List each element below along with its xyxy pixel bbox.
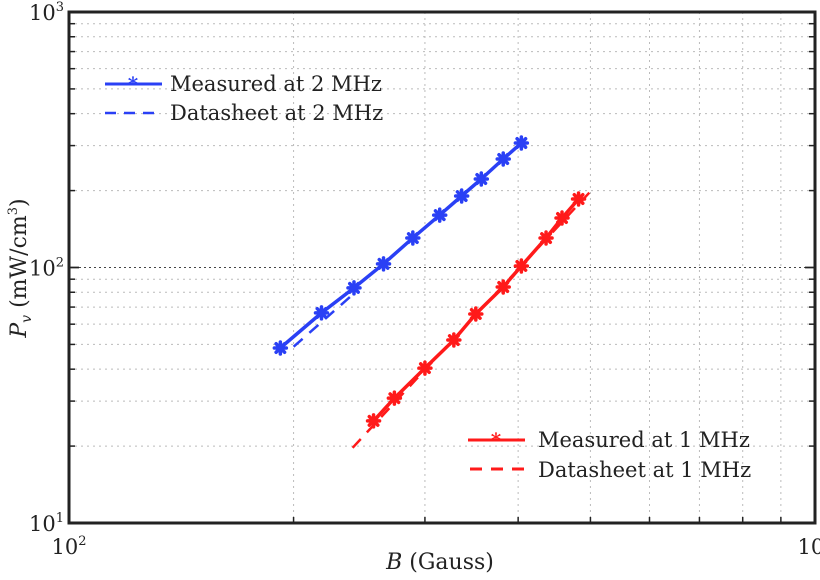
- data-point-measured-at-2-mhz: [453, 188, 470, 204]
- ticks: [69, 22, 815, 523]
- marker-core: [435, 210, 445, 220]
- legend-marker-measured-2mhz: *: [128, 72, 139, 96]
- legend-label-datasheet-1mhz: Datasheet at 1 MHz: [538, 458, 751, 482]
- data-point-measured-at-2-mhz: [272, 340, 289, 356]
- marker-core: [476, 174, 486, 184]
- series-line-datasheet-at-1-mhz: [351, 189, 593, 449]
- legend-2mhz: * Measured at 2 MHz Datasheet at 2 MHz: [105, 72, 383, 125]
- marker-core: [516, 138, 526, 148]
- series-line-measured-at-1-mhz: [372, 197, 580, 423]
- data-point-measured-at-1-mhz: [554, 210, 570, 226]
- data-point-measured-at-2-mhz: [405, 230, 421, 246]
- legend-label-measured-1mhz: Measured at 1 MHz: [538, 428, 750, 452]
- marker-core: [316, 308, 326, 318]
- data-point-measured-at-2-mhz: [346, 280, 362, 296]
- legend-label-datasheet-2mhz: Datasheet at 2 MHz: [170, 101, 383, 125]
- marker-core: [457, 191, 467, 201]
- x-tick-label: 103: [797, 534, 820, 559]
- legend-label-measured-2mhz: Measured at 2 MHz: [170, 72, 382, 96]
- data-point-measured-at-2-mhz: [375, 256, 392, 272]
- data-point-measured-at-2-mhz: [473, 171, 490, 187]
- y-tick-label: 103: [29, 0, 64, 25]
- y-tick-label: 101: [29, 511, 64, 536]
- marker-core: [557, 213, 567, 223]
- marker-core: [349, 283, 359, 293]
- legend-1mhz: * Measured at 1 MHz Datasheet at 1 MHz: [468, 428, 751, 482]
- marker-core: [574, 194, 584, 204]
- data-point-measured-at-2-mhz: [431, 207, 448, 223]
- data-point-measured-at-1-mhz: [386, 390, 403, 406]
- y-tick-label: 102: [29, 256, 64, 281]
- series-layer: [272, 135, 593, 449]
- series-line-measured-at-2-mhz: [279, 141, 523, 350]
- data-point-measured-at-1-mhz: [365, 413, 382, 429]
- y-axis-label: Pv (mW/cm3): [6, 198, 35, 338]
- series-line-datasheet-at-2-mhz: [292, 291, 357, 348]
- marker-core: [275, 343, 285, 353]
- data-point-measured-at-2-mhz: [495, 151, 511, 167]
- marker-core: [408, 233, 418, 243]
- marker-core: [516, 261, 526, 271]
- x-tick-label: 102: [51, 534, 86, 559]
- data-point-measured-at-2-mhz: [313, 305, 330, 321]
- data-point-measured-at-2-mhz: [513, 135, 530, 151]
- marker-core: [379, 259, 389, 269]
- legend-marker-measured-1mhz: *: [491, 428, 502, 452]
- x-axis-label: B (Gauss): [385, 550, 494, 575]
- marker-core: [498, 154, 508, 164]
- tick-labels: 102103101102103: [29, 0, 820, 559]
- grid: [69, 12, 815, 523]
- marker-core: [369, 416, 379, 426]
